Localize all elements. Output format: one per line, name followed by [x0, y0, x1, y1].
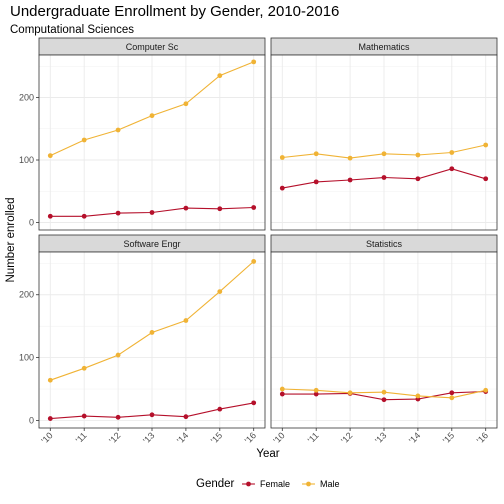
- data-point-male: [449, 395, 455, 401]
- data-point-male: [279, 386, 285, 392]
- data-point-male: [251, 59, 257, 65]
- data-point-male: [149, 113, 155, 119]
- data-point-male: [149, 330, 155, 335]
- y-tick-label: 100: [19, 155, 34, 165]
- data-point-female: [251, 205, 257, 210]
- facet-panel: Computer Sc 0 100 200: [19, 37, 266, 231]
- y-tick-label: 100: [19, 353, 34, 363]
- facet-strip-label: Software Engr: [123, 239, 180, 249]
- x-tick-label: '10: [271, 430, 286, 445]
- data-point-male: [415, 152, 421, 158]
- legend-key-point: [306, 481, 311, 487]
- facet-strip-label: Mathematics: [358, 42, 410, 52]
- data-point-male: [115, 127, 121, 133]
- x-tick-label: '11: [306, 430, 321, 445]
- data-point-male: [217, 73, 223, 79]
- data-point-male: [81, 137, 87, 143]
- data-point-female: [449, 390, 455, 396]
- data-point-male: [47, 153, 53, 159]
- data-point-male: [313, 387, 319, 393]
- data-point-female: [149, 210, 155, 215]
- x-tick-label: '12: [339, 430, 354, 445]
- legend-key-point: [246, 481, 251, 487]
- facet-strip-label: Statistics: [366, 239, 403, 249]
- data-point-female: [381, 397, 387, 403]
- y-axis-title: Number enrolled: [5, 197, 17, 282]
- data-point-male: [183, 318, 189, 323]
- data-point-male: [381, 389, 387, 395]
- y-tick-label: 0: [29, 218, 34, 228]
- data-point-female: [449, 166, 455, 172]
- x-tick-label: '15: [209, 430, 224, 445]
- x-tick-label: '10: [39, 430, 54, 445]
- data-point-female: [81, 213, 87, 219]
- data-point-female: [47, 213, 53, 219]
- data-point-male: [449, 150, 455, 155]
- x-tick-label: '11: [74, 430, 89, 445]
- x-tick-label: '13: [141, 430, 156, 445]
- data-point-male: [115, 352, 121, 358]
- x-tick-label: '14: [175, 430, 190, 445]
- facet-panels: Computer Sc 0 100 200 Mathematics Software En…: [19, 37, 498, 446]
- data-point-female: [183, 414, 189, 420]
- x-tick-label: '16: [475, 430, 490, 445]
- panel-border: [270, 54, 498, 231]
- facet-strip-label: Computer Sc: [126, 42, 179, 52]
- chart-subtitle: Computational Sciences: [10, 24, 134, 36]
- legend-label: Male: [320, 479, 340, 489]
- facet-panel: Statistics '10 '11 '12 '13 '14 '15 '16: [270, 234, 498, 446]
- legend-label: Female: [260, 479, 290, 489]
- data-point-male: [47, 377, 53, 383]
- data-point-male: [81, 365, 87, 371]
- data-point-female: [149, 412, 155, 418]
- data-point-female: [115, 210, 121, 216]
- data-point-female: [415, 176, 421, 182]
- x-tick-label: '13: [373, 430, 388, 445]
- data-point-female: [381, 175, 387, 180]
- data-point-female: [313, 179, 319, 185]
- y-tick-label: 200: [19, 93, 34, 103]
- y-tick-label: 200: [19, 290, 34, 300]
- x-tick-label: '14: [407, 430, 422, 445]
- panel-border: [38, 54, 266, 231]
- data-point-female: [279, 391, 285, 397]
- data-point-male: [217, 289, 223, 294]
- data-point-male: [415, 393, 421, 399]
- data-point-female: [347, 177, 353, 183]
- data-point-female: [251, 400, 257, 406]
- data-point-female: [313, 391, 319, 397]
- data-point-male: [279, 155, 285, 160]
- data-point-male: [483, 387, 489, 393]
- data-point-male: [347, 390, 353, 396]
- data-point-female: [47, 416, 53, 421]
- data-point-male: [347, 155, 353, 161]
- data-point-male: [183, 101, 189, 107]
- legend-title: Gender: [196, 478, 235, 490]
- y-tick-label: 0: [29, 415, 34, 425]
- data-point-female: [217, 406, 223, 412]
- data-point-male: [483, 142, 489, 148]
- data-point-male: [313, 151, 319, 157]
- data-point-male: [251, 259, 257, 264]
- x-tick-label: '12: [107, 430, 122, 445]
- x-tick-label: '15: [441, 430, 456, 445]
- data-point-male: [381, 151, 387, 157]
- data-point-female: [279, 185, 285, 191]
- facet-panel: Software Engr 0 100 200 '10 '11 '12 '13 '14 '15 '1…: [19, 234, 266, 446]
- data-point-female: [217, 206, 223, 212]
- facet-panel: Mathematics: [270, 37, 498, 231]
- data-point-female: [81, 413, 87, 419]
- data-point-female: [183, 205, 189, 211]
- chart-title: Undergraduate Enrollment by Gender, 2010…: [10, 3, 339, 20]
- legend: Gender Female Male: [196, 478, 340, 490]
- x-tick-label: '16: [243, 430, 258, 445]
- x-axis-title: Year: [256, 448, 279, 460]
- data-point-female: [115, 414, 121, 420]
- data-point-female: [483, 176, 489, 182]
